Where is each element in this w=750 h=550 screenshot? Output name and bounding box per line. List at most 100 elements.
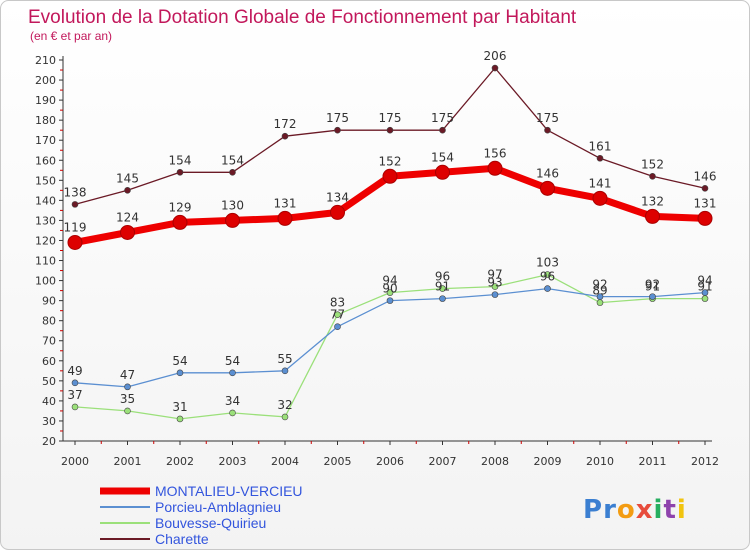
data-point-porcieu-amblagnieu xyxy=(439,295,446,302)
data-point-montalieu-vercieu xyxy=(697,210,713,226)
y-tick-label: 190 xyxy=(35,94,56,107)
data-label-montalieu-vercieu: 129 xyxy=(169,200,192,214)
data-point-charette xyxy=(71,201,79,208)
y-tick-label: 200 xyxy=(35,74,56,87)
data-point-bouvesse-quirieu xyxy=(491,283,499,290)
y-tick-label: 210 xyxy=(35,54,56,67)
data-point-porcieu-amblagnieu xyxy=(124,383,131,391)
data-point-charette xyxy=(439,126,446,134)
data-label-bouvesse-quirieu: 32 xyxy=(277,398,292,412)
data-label-bouvesse-quirieu: 103 xyxy=(536,256,559,270)
y-tick-label: 30 xyxy=(42,415,56,428)
data-label-charette: 175 xyxy=(326,111,349,125)
data-point-porcieu-amblagnieu xyxy=(176,369,184,377)
y-tick-label: 120 xyxy=(35,234,56,247)
x-tick-label: 2008 xyxy=(481,455,509,468)
data-point-montalieu-vercieu xyxy=(382,168,398,184)
data-point-porcieu-amblagnieu xyxy=(596,293,604,300)
y-tick-label: 90 xyxy=(42,295,56,308)
data-label-charette: 152 xyxy=(641,157,664,171)
data-point-bouvesse-quirieu xyxy=(386,289,394,296)
data-point-charette xyxy=(649,173,656,180)
data-label-montalieu-vercieu: 146 xyxy=(536,166,559,180)
data-point-montalieu-vercieu xyxy=(225,212,240,228)
x-tick-label: 2002 xyxy=(166,455,194,468)
data-point-porcieu-amblagnieu xyxy=(701,289,709,296)
logo-letter: P xyxy=(583,495,603,525)
data-label-montalieu-vercieu: 132 xyxy=(641,194,664,208)
data-label-charette: 154 xyxy=(169,153,192,167)
legend: MONTALIEU-VERCIEUPorcieu-AmblagnieuBouve… xyxy=(100,483,303,547)
data-point-montalieu-vercieu xyxy=(540,180,555,196)
data-point-bouvesse-quirieu xyxy=(439,285,446,292)
y-tick-label: 160 xyxy=(35,154,56,167)
y-tick-label: 100 xyxy=(35,275,56,288)
data-label-porcieu-amblagnieu: 47 xyxy=(120,368,135,382)
y-tick-label: 70 xyxy=(42,335,56,348)
data-label-porcieu-amblagnieu: 55 xyxy=(277,352,292,366)
data-label-porcieu-amblagnieu: 93 xyxy=(487,276,502,290)
data-label-bouvesse-quirieu: 91 xyxy=(697,280,712,294)
data-label-montalieu-vercieu: 134 xyxy=(326,190,349,204)
x-tick-label: 2009 xyxy=(534,455,562,468)
data-label-porcieu-amblagnieu: 91 xyxy=(435,280,450,294)
data-point-porcieu-amblagnieu xyxy=(386,297,394,304)
data-point-bouvesse-quirieu xyxy=(596,299,604,306)
data-point-charette xyxy=(386,126,394,134)
data-label-charette: 138 xyxy=(64,185,87,199)
data-point-porcieu-amblagnieu xyxy=(71,379,79,387)
data-label-bouvesse-quirieu: 83 xyxy=(330,296,345,310)
data-point-montalieu-vercieu xyxy=(277,210,293,226)
axes: 20 30 40 50 60 70 80 90 100 110 120 130 140 150 160 170… xyxy=(35,54,719,468)
logo-letter: t xyxy=(663,495,676,525)
data-label-montalieu-vercieu: 131 xyxy=(274,196,297,210)
y-tick-label: 130 xyxy=(35,214,56,227)
x-tick-label: 2003 xyxy=(219,455,247,468)
y-tick-label: 50 xyxy=(42,375,56,388)
data-point-montalieu-vercieu xyxy=(435,164,450,180)
data-point-montalieu-vercieu xyxy=(330,204,345,220)
data-label-charette: 154 xyxy=(221,153,244,167)
data-point-montalieu-vercieu xyxy=(67,234,83,250)
chart-subtitle: (en € et par an) xyxy=(30,29,112,43)
x-tick-label: 2005 xyxy=(324,455,352,468)
data-label-porcieu-amblagnieu: 77 xyxy=(330,308,345,322)
data-label-montalieu-vercieu: 141 xyxy=(589,176,612,190)
data-point-charette xyxy=(544,126,551,134)
data-label-bouvesse-quirieu: 96 xyxy=(435,270,450,284)
data-point-charette xyxy=(176,168,184,176)
data-label-montalieu-vercieu: 124 xyxy=(116,210,139,224)
logo-letter: o xyxy=(617,495,636,525)
logo-text: Proxiti xyxy=(583,495,687,525)
data-label-montalieu-vercieu: 154 xyxy=(431,150,454,164)
logo-letter: r xyxy=(603,495,617,525)
y-tick-label: 180 xyxy=(35,114,56,127)
data-point-montalieu-vercieu xyxy=(592,190,608,206)
y-tick-label: 40 xyxy=(42,395,56,408)
data-point-bouvesse-quirieu xyxy=(701,295,709,302)
data-label-montalieu-vercieu: 119 xyxy=(64,220,87,234)
data-point-charette xyxy=(334,126,341,134)
data-label-porcieu-amblagnieu: 90 xyxy=(382,282,397,296)
data-label-bouvesse-quirieu: 31 xyxy=(172,400,187,414)
x-tick-label: 2012 xyxy=(691,455,719,468)
data-label-porcieu-amblagnieu: 96 xyxy=(540,270,555,284)
series-porcieu-amblagnieu xyxy=(71,285,709,391)
data-label-porcieu-amblagnieu: 92 xyxy=(592,278,607,292)
logo-letter: i xyxy=(677,495,687,525)
x-tick-label: 2010 xyxy=(586,455,614,468)
data-point-bouvesse-quirieu xyxy=(544,271,551,278)
data-point-charette xyxy=(701,185,709,192)
x-tick-label: 2001 xyxy=(114,455,142,468)
y-tick-label: 150 xyxy=(35,174,56,187)
proxiti-logo: Proxiti xyxy=(583,495,687,525)
data-label-charette: 161 xyxy=(589,139,612,153)
data-label-bouvesse-quirieu: 91 xyxy=(645,280,660,294)
legend-label-bouvesse-quirieu: Bouvesse-Quirieu xyxy=(155,515,266,531)
data-label-porcieu-amblagnieu: 54 xyxy=(172,354,187,368)
data-point-porcieu-amblagnieu xyxy=(281,367,289,375)
x-tick-label: 2007 xyxy=(429,455,457,468)
data-label-porcieu-amblagnieu: 54 xyxy=(225,354,240,368)
